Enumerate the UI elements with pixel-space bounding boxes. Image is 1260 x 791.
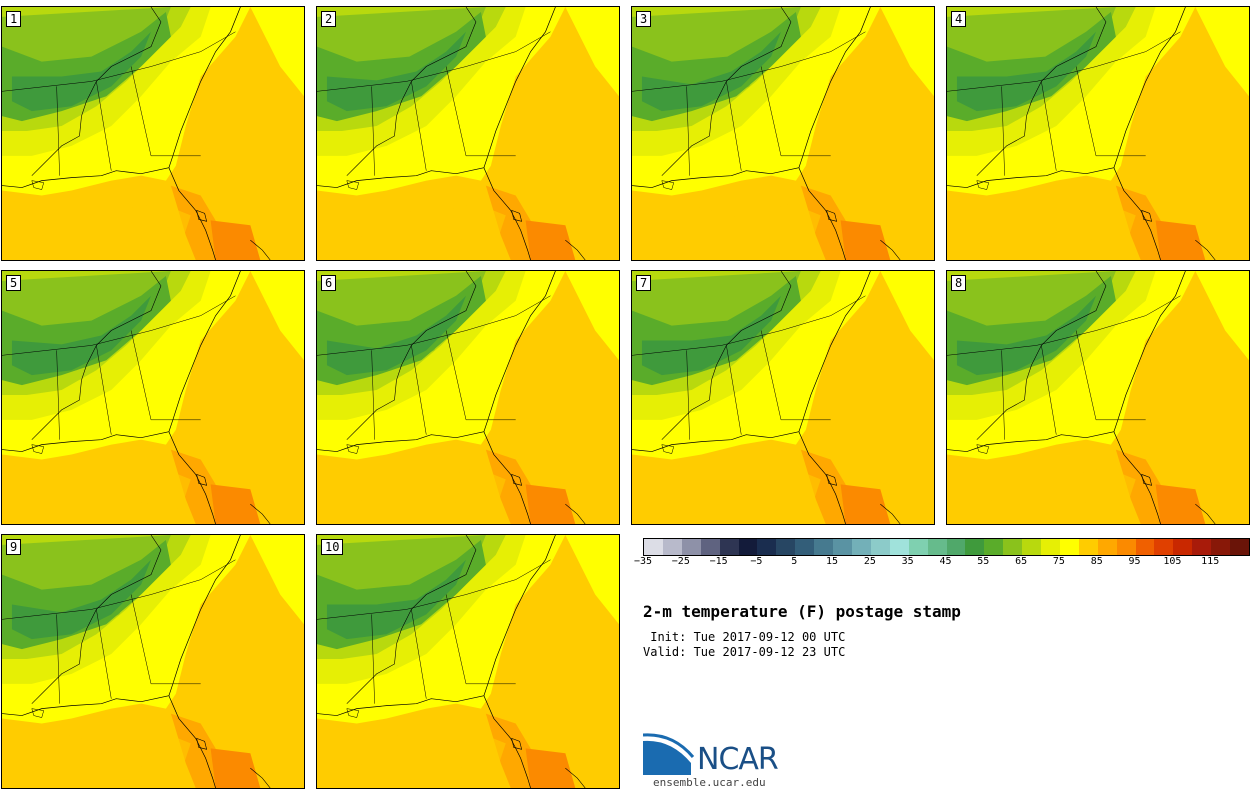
colorbar-segment [644, 539, 663, 555]
map-panel: 9 [1, 534, 305, 789]
colorbar-segment [814, 539, 834, 555]
colorbar-tick-label: 45 [939, 556, 952, 567]
temperature-colorbar [643, 538, 1250, 556]
colorbar-segment [870, 539, 890, 555]
colorbar-segment [889, 539, 909, 555]
map-panel: 10 [316, 534, 620, 789]
figure-title: 2-m temperature (F) postage stamp [643, 602, 961, 621]
colorbar-segment [1211, 539, 1231, 555]
colorbar-segment [908, 539, 928, 555]
colorbar-segment [965, 539, 985, 555]
temperature-map [2, 271, 304, 524]
colorbar-segment [757, 539, 777, 555]
colorbar-tick-label: 95 [1128, 556, 1141, 567]
temperature-map [317, 535, 619, 788]
colorbar-segment [795, 539, 815, 555]
panel-number-label: 6 [321, 275, 337, 291]
panel-number-label: 1 [6, 11, 22, 27]
colorbar-segment [681, 539, 701, 555]
colorbar-tick-label: −35 [633, 556, 653, 567]
temperature-map [317, 271, 619, 524]
panel-number-label: 2 [321, 11, 337, 27]
colorbar-tick-label: 75 [1052, 556, 1065, 567]
colorbar-segment [738, 539, 758, 555]
temperature-map [947, 271, 1249, 524]
colorbar-tick-label: 65 [1015, 556, 1028, 567]
colorbar-tick-label: −5 [750, 556, 763, 567]
panel-number-label: 10 [321, 539, 344, 555]
colorbar-segment [1135, 539, 1155, 555]
colorbar-segment [946, 539, 966, 555]
colorbar-segment [662, 539, 682, 555]
panel-number-label: 9 [6, 539, 22, 555]
logo-url: ensemble.ucar.edu [653, 776, 766, 789]
colorbar-segment [927, 539, 947, 555]
colorbar-segment [1097, 539, 1117, 555]
map-panel: 7 [631, 270, 935, 525]
logo-name: NCAR [697, 742, 779, 777]
colorbar-segment [776, 539, 796, 555]
panel-number-label: 3 [636, 11, 652, 27]
colorbar-segment [1116, 539, 1136, 555]
colorbar-tick-label: 85 [1090, 556, 1103, 567]
colorbar-segment [1078, 539, 1098, 555]
colorbar-tick-label: 115 [1201, 556, 1220, 567]
colorbar-tick-labels: −35 −25 −15 −5 5 15 25 35 45 55 65 75 85 95 105 115 [634, 556, 1248, 576]
colorbar-segment [984, 539, 1004, 555]
temperature-map [947, 7, 1249, 260]
init-time: Init: Tue 2017-09-12 00 UTC [643, 630, 846, 644]
colorbar-segment [833, 539, 852, 555]
colorbar-segment [1173, 539, 1193, 555]
colorbar-segment [1059, 539, 1079, 555]
colorbar-tick-label: 5 [791, 556, 798, 567]
valid-time: Valid: Tue 2017-09-12 23 UTC [643, 645, 846, 659]
colorbar-tick-label: 55 [977, 556, 990, 567]
map-panel: 8 [946, 270, 1250, 525]
colorbar-tick-label: −15 [709, 556, 728, 567]
colorbar-segment [1022, 539, 1042, 555]
colorbar-segment [851, 539, 871, 555]
colorbar-segment [1154, 539, 1174, 555]
colorbar-tick-label: 35 [901, 556, 914, 567]
panel-number-label: 7 [636, 275, 652, 291]
colorbar-tick-label: 105 [1163, 556, 1182, 567]
panel-number-label: 8 [951, 275, 967, 291]
temperature-map [2, 535, 304, 788]
temperature-map [2, 7, 304, 260]
colorbar-segment [1003, 539, 1023, 555]
temperature-map [317, 7, 619, 260]
temperature-map [632, 271, 934, 524]
colorbar-segment [1041, 539, 1060, 555]
map-panel: 3 [631, 6, 935, 261]
panel-number-label: 4 [951, 11, 967, 27]
map-panel: 2 [316, 6, 620, 261]
colorbar-segment [1230, 539, 1249, 555]
map-panel: 6 [316, 270, 620, 525]
panel-number-label: 5 [6, 275, 22, 291]
temperature-map [632, 7, 934, 260]
map-panel: 1 [1, 6, 305, 261]
map-panel: 5 [1, 270, 305, 525]
colorbar-segment [719, 539, 739, 555]
colorbar-segment [700, 539, 720, 555]
map-panel: 4 [946, 6, 1250, 261]
ncar-logo-icon [643, 733, 695, 775]
colorbar-segment [1192, 539, 1212, 555]
colorbar-tick-label: 15 [826, 556, 839, 567]
colorbar-tick-label: −25 [671, 556, 690, 567]
colorbar-tick-label: 25 [863, 556, 876, 567]
